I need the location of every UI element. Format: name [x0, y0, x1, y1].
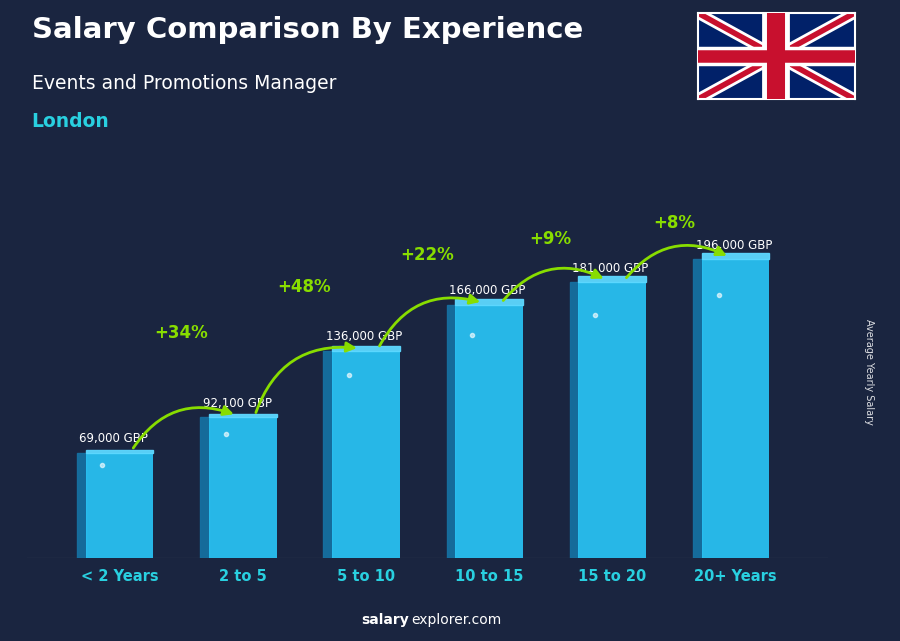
Text: +48%: +48%: [277, 278, 331, 296]
Text: +8%: +8%: [653, 213, 695, 231]
Bar: [579, 282, 646, 558]
Bar: [86, 449, 153, 453]
Text: 166,000 GBP: 166,000 GBP: [449, 285, 526, 297]
Bar: [693, 259, 702, 558]
Bar: [209, 417, 276, 558]
Bar: [455, 305, 523, 558]
Bar: [76, 453, 86, 558]
Bar: [579, 276, 646, 282]
Text: 136,000 GBP: 136,000 GBP: [326, 330, 402, 343]
Text: salary: salary: [362, 613, 410, 627]
Bar: [702, 253, 770, 259]
Bar: [702, 259, 770, 558]
Text: +9%: +9%: [530, 229, 572, 247]
Text: Salary Comparison By Experience: Salary Comparison By Experience: [32, 16, 583, 44]
Text: 181,000 GBP: 181,000 GBP: [572, 262, 649, 274]
Text: Events and Promotions Manager: Events and Promotions Manager: [32, 74, 336, 93]
Bar: [209, 413, 276, 417]
Bar: [570, 282, 579, 558]
Text: explorer.com: explorer.com: [411, 613, 501, 627]
Bar: [323, 351, 332, 558]
Text: Average Yearly Salary: Average Yearly Salary: [863, 319, 874, 425]
Text: London: London: [32, 112, 109, 131]
Bar: [332, 351, 400, 558]
Bar: [455, 299, 523, 305]
Bar: [86, 453, 153, 558]
Text: 196,000 GBP: 196,000 GBP: [696, 238, 772, 252]
Text: 92,100 GBP: 92,100 GBP: [202, 397, 272, 410]
Text: 69,000 GBP: 69,000 GBP: [79, 432, 148, 445]
Bar: [200, 417, 209, 558]
Bar: [332, 345, 400, 351]
Text: +34%: +34%: [154, 324, 208, 342]
Bar: [446, 305, 455, 558]
Text: +22%: +22%: [400, 246, 454, 263]
